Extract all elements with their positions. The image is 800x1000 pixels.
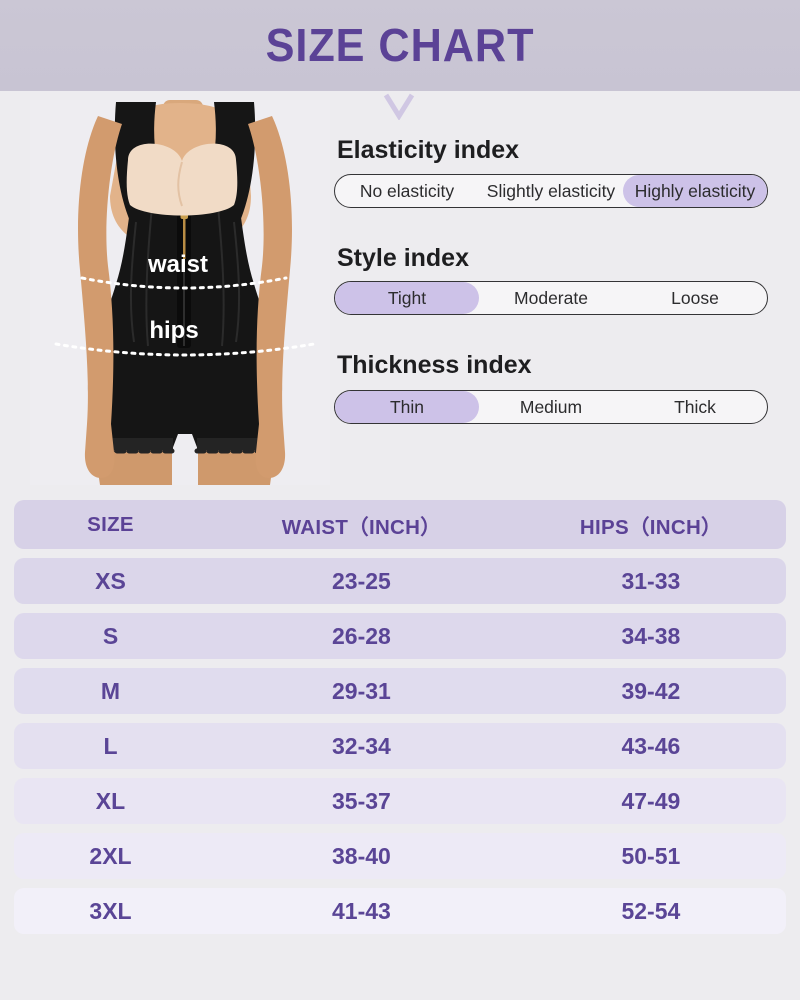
table-row: XL 35-37 47-49 [14, 778, 786, 824]
header-size: SIZE [87, 512, 134, 536]
table-row: 3XL 41-43 52-54 [14, 888, 786, 934]
cell-hips: 52-54 [621, 897, 681, 924]
hips-dotted-line [54, 342, 316, 357]
cell-waist: 38-40 [331, 842, 391, 869]
header-hips: HIPS（INCH） [579, 515, 722, 539]
table-row: XS 23-25 31-33 [14, 558, 786, 604]
table-row: 2XL 38-40 50-51 [14, 833, 786, 879]
elasticity-index-heading: Elasticity index [337, 136, 520, 164]
table-body: XS 23-25 31-33 S 26-28 34-38 M 29-31 39-… [14, 558, 786, 934]
cell-size: 2XL [89, 842, 132, 869]
table-row: L 32-34 43-46 [14, 723, 786, 769]
cell-size: 3XL [89, 897, 132, 924]
option-highly-elasticity-selected: Highly elasticity [623, 175, 767, 207]
size-table: SIZE WAIST（INCH） HIPS（INCH） XS 23-25 31-… [14, 500, 786, 934]
cell-size: XL [95, 787, 126, 814]
cell-waist: 41-43 [331, 897, 391, 924]
cell-hips: 31-33 [621, 567, 681, 594]
cell-waist: 35-37 [331, 787, 391, 814]
hips-label: hips [149, 317, 198, 344]
cell-size: M [100, 677, 121, 704]
thickness-index-bar: Thin Medium Thick [334, 390, 768, 424]
table-row: M 29-31 39-42 [14, 668, 786, 714]
header-waist: WAIST（INCH） [281, 515, 442, 539]
waist-label: waist [147, 251, 208, 278]
cell-size: XS [95, 567, 126, 594]
cell-waist: 32-34 [331, 732, 391, 759]
cell-waist: 23-25 [331, 567, 391, 594]
thickness-index-heading: Thickness index [337, 351, 532, 379]
style-index-heading: Style index [337, 244, 469, 272]
option-thick: Thick [674, 396, 716, 417]
cell-hips: 34-38 [621, 622, 681, 649]
waist-dotted-line [80, 276, 288, 290]
table-row: S 26-28 34-38 [14, 613, 786, 659]
banner: SIZE CHART [0, 0, 800, 91]
cell-hips: 47-49 [621, 787, 681, 814]
chevron-down-icon [383, 92, 415, 125]
option-tight-selected: Tight [335, 282, 479, 314]
product-photo: waist hips [30, 100, 330, 485]
option-thin-selected: Thin [335, 391, 479, 423]
option-medium: Medium [519, 396, 583, 417]
cell-hips: 50-51 [621, 842, 681, 869]
option-no-elasticity: No elasticity [359, 180, 455, 201]
option-slightly-elasticity: Slightly elasticity [486, 180, 616, 201]
cell-size: S [102, 622, 119, 649]
option-moderate: Moderate [514, 287, 588, 308]
cell-hips: 43-46 [621, 732, 681, 759]
cell-waist: 26-28 [331, 622, 391, 649]
style-index-bar: Tight Moderate Loose [334, 281, 768, 315]
cell-hips: 39-42 [621, 677, 681, 704]
cell-waist: 29-31 [331, 677, 391, 704]
table-header-row: SIZE WAIST（INCH） HIPS（INCH） [14, 500, 786, 549]
cell-size: L [103, 732, 118, 759]
option-loose: Loose [671, 287, 719, 308]
elasticity-index-bar: No elasticity Slightly elasticity Highly… [334, 174, 768, 208]
page-title: SIZE CHART [265, 19, 535, 71]
